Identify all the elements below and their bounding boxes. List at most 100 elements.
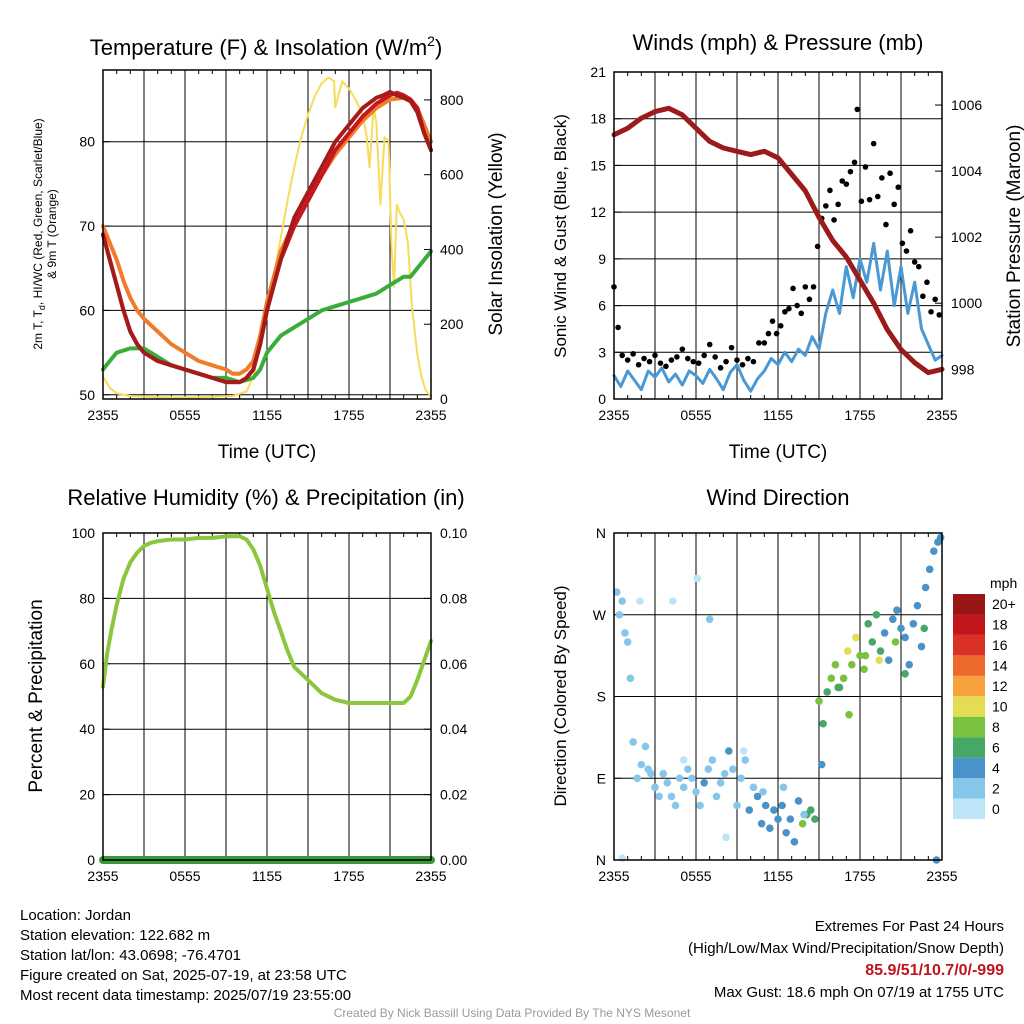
gust-point: [874, 193, 881, 200]
gust-point: [782, 309, 788, 315]
direction-point: [708, 756, 717, 764]
x-tick-label: 2355: [415, 407, 446, 423]
direction-point: [864, 620, 872, 628]
direction-point: [663, 778, 672, 787]
gust-point: [915, 263, 922, 270]
direction-point: [757, 819, 766, 828]
y-tick-label-left: W: [593, 607, 607, 623]
x-tick-label: 1755: [333, 868, 364, 884]
colorbar-swatch: [953, 737, 985, 758]
direction-point: [856, 651, 864, 660]
y-tick-label-left: S: [597, 689, 606, 705]
y-tick-label-left: 21: [590, 64, 606, 80]
gust-point: [903, 248, 910, 254]
direction-point: [623, 638, 632, 646]
direction-point: [852, 633, 860, 642]
y-tick-label-left: 6: [598, 298, 606, 314]
gust-point: [652, 352, 658, 359]
direction-point: [637, 760, 646, 769]
winds-xlabel: Time (UTC): [729, 442, 828, 463]
y-tick-label-right: 0.10: [440, 525, 467, 541]
x-tick-label: 2355: [598, 407, 629, 423]
gust-point: [615, 324, 621, 331]
direction-point: [770, 806, 778, 814]
direction-point: [675, 774, 684, 783]
colorbar-swatch: [953, 716, 985, 738]
direction-point: [798, 819, 807, 828]
gust-point: [814, 243, 821, 250]
gust-point: [624, 357, 631, 363]
direction-point: [745, 806, 754, 814]
extremes-info: Extremes For Past 24 Hours (High/Low/Max…: [688, 916, 1004, 1004]
direction-point: [636, 597, 644, 605]
direction-point: [679, 783, 688, 792]
series-line-pressure: [611, 105, 945, 376]
y-tick-label-right: 0.02: [440, 787, 467, 803]
y-tick-label-left: 18: [590, 111, 606, 127]
winds-plot-area: 2355 0555 1155 1755 235503691215182199810001…: [590, 64, 982, 423]
gust-point: [663, 363, 669, 370]
series-line-insolation: [102, 76, 432, 399]
direction-panel: Wind Direction Direction (Colored By Spe…: [551, 485, 1017, 884]
y-tick-label-left: 70: [79, 218, 95, 234]
gust-point: [745, 355, 751, 362]
gust-point: [641, 355, 647, 362]
temperature-xlabel: Time (UTC): [218, 442, 317, 463]
gust-point: [810, 284, 817, 290]
direction-point: [905, 660, 913, 669]
direction-point: [925, 565, 934, 574]
direction-point: [868, 638, 877, 646]
direction-point: [880, 629, 889, 637]
gust-point: [936, 312, 943, 318]
gust-point: [899, 240, 906, 247]
gust-point: [701, 352, 707, 359]
gust-point: [773, 330, 780, 337]
gust-point: [907, 228, 914, 234]
gust-point: [728, 344, 735, 351]
gust-point: [843, 181, 850, 187]
colorbar-label: 6: [992, 739, 1000, 755]
direction-point: [920, 624, 929, 633]
x-tick-label: 1755: [333, 407, 364, 423]
direction-point: [897, 624, 905, 633]
extremes-values: 85.9/51/10.7/0/-999: [865, 962, 1004, 979]
direction-point: [819, 719, 827, 728]
gust-point: [798, 310, 805, 317]
y-tick-label-left: 60: [79, 656, 95, 672]
direction-point: [651, 783, 659, 792]
gust-point: [695, 360, 702, 366]
direction-point: [884, 656, 893, 664]
y-tick-label-left: N: [596, 852, 606, 868]
x-tick-label: 0555: [169, 868, 200, 884]
colorbar-swatch: [953, 798, 985, 819]
direction-point: [800, 810, 808, 819]
gust-point: [858, 198, 865, 205]
direction-point: [827, 674, 836, 683]
x-tick-label: 2355: [926, 868, 957, 884]
winds-ylabel-right: Station Pressure (Maroon): [1004, 125, 1024, 348]
station-info: Location: Jordan Station elevation: 122.…: [20, 906, 351, 1006]
direction-point: [782, 828, 790, 837]
gust-point: [887, 170, 893, 177]
gust-point: [679, 346, 686, 352]
direction-point: [774, 815, 782, 823]
gust-point: [761, 340, 768, 346]
gust-point: [847, 168, 854, 175]
colorbar-swatch: [953, 675, 985, 697]
direction-point: [817, 760, 826, 769]
gust-point: [854, 106, 861, 113]
direction-point: [917, 642, 926, 651]
x-tick-label: 0555: [680, 868, 711, 884]
gust-point: [723, 358, 729, 365]
direction-point: [861, 651, 870, 660]
colorbar-label: 16: [992, 637, 1008, 653]
colorbar-swatch: [953, 757, 985, 779]
direction-point: [671, 801, 680, 810]
direction-point: [901, 633, 909, 642]
direction-point: [875, 656, 883, 664]
direction-point: [629, 738, 637, 746]
gust-point: [895, 184, 902, 191]
direction-point: [893, 606, 901, 615]
winds-panel: Winds (mph) & Pressure (mb) Sonic Wind &…: [551, 30, 1024, 463]
direction-point: [845, 710, 853, 719]
